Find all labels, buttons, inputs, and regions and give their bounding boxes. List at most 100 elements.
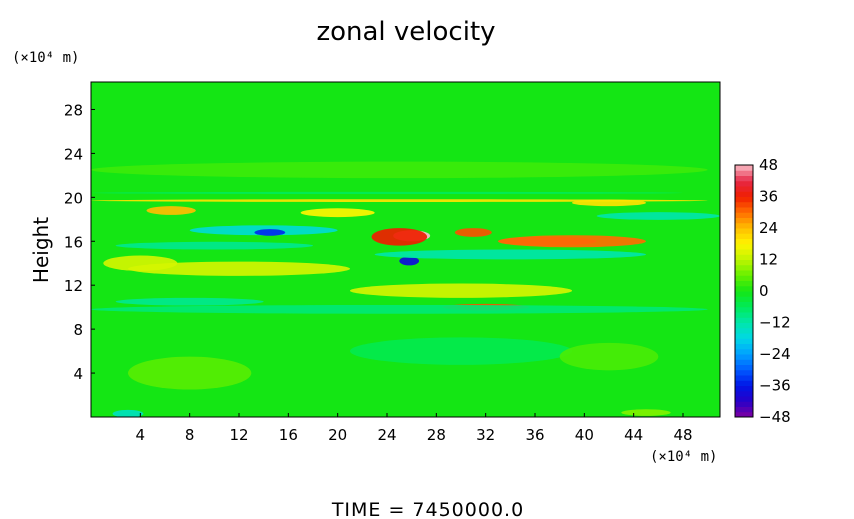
colorbar-swatch [735, 375, 753, 381]
colorbar-swatch [735, 296, 753, 302]
colorbar-tick-label: −24 [759, 345, 791, 363]
colorbar-swatch [735, 264, 753, 271]
x-tick-label: 24 [377, 426, 396, 444]
heatmap-feature [146, 206, 196, 215]
heatmap-feature [91, 161, 708, 179]
y-unit-label: (×10⁴ m) [12, 50, 79, 66]
colorbar-swatch [735, 343, 753, 350]
heatmap-feature [350, 283, 572, 298]
colorbar-swatch [735, 285, 753, 292]
x-tick-label: 40 [575, 426, 594, 444]
time-label: TIME = 7450000.0 [331, 499, 524, 519]
x-tick-label: 32 [476, 426, 495, 444]
colorbar-swatch [735, 291, 753, 297]
colorbar-swatch [735, 196, 753, 203]
colorbar-tick-label: 36 [759, 188, 778, 206]
heatmap-feature [91, 304, 708, 314]
colorbar-swatch [735, 170, 753, 176]
colorbar-swatch [735, 259, 753, 266]
colorbar-swatch [735, 411, 753, 418]
x-tick-label: 36 [525, 426, 544, 444]
y-axis-label: Height [29, 217, 53, 283]
heatmap-feature [128, 356, 252, 390]
colorbar-swatch [735, 280, 753, 287]
heatmap-field [91, 82, 720, 418]
plot-frame [90, 81, 721, 418]
heatmap-feature [128, 261, 350, 276]
colorbar-swatch [735, 401, 753, 407]
colorbar-tick-label: 0 [759, 282, 769, 300]
colorbar-swatch [735, 228, 753, 234]
heatmap-feature [596, 212, 720, 220]
colorbar-swatch [735, 207, 753, 213]
heatmap-feature [621, 409, 671, 416]
heatmap-feature [498, 235, 646, 248]
x-tick-label: 44 [624, 426, 643, 444]
colorbar-tick-label: 24 [759, 219, 778, 237]
heatmap-feature [115, 297, 264, 306]
colorbar-swatch [735, 359, 753, 365]
colorbar-swatch [735, 270, 753, 276]
y-tick-label: 16 [64, 233, 83, 251]
colorbar-swatch [735, 191, 753, 197]
x-tick-label: 16 [279, 426, 298, 444]
colorbar-swatch [735, 222, 753, 229]
colorbar-swatch [735, 201, 753, 208]
heatmap-feature [454, 228, 492, 237]
colorbar-frame [734, 164, 754, 418]
colorbar-swatch [735, 338, 753, 344]
x-tick-label: 48 [673, 426, 692, 444]
colorbar-tick-label: 48 [759, 156, 778, 174]
colorbar-swatch [735, 348, 753, 355]
colorbar: 48 36 24 12 0 −12 −24 −36 −48 [734, 156, 791, 426]
colorbar-swatch [735, 322, 753, 329]
colorbar-tick-label: −36 [759, 377, 791, 395]
heatmap-feature [91, 191, 683, 195]
heatmap-feature [112, 409, 144, 418]
colorbar-swatch [735, 369, 753, 376]
colorbar-swatch [735, 175, 753, 182]
x-tick-label: 12 [229, 426, 248, 444]
colorbar-swatch [735, 390, 753, 397]
colorbar-swatch [735, 312, 753, 318]
y-axis: 4 8 12 16 20 24 28 [64, 101, 95, 383]
colorbar-swatch [735, 212, 753, 218]
heatmap-feature [559, 342, 659, 371]
colorbar-tick-label: −48 [759, 408, 791, 426]
colorbar-swatch [735, 233, 753, 239]
chart-title: zonal velocity [316, 17, 495, 47]
x-tick-label: 28 [427, 426, 446, 444]
heatmap-feature [399, 256, 420, 266]
colorbar-swatch [735, 396, 753, 402]
colorbar-swatch [735, 180, 753, 187]
colorbar-swatch [735, 249, 753, 255]
heatmap-feature [371, 228, 428, 246]
colorbar-swatch [735, 385, 753, 392]
x-tick-label: 8 [185, 426, 195, 444]
colorbar-swatch [735, 364, 753, 371]
colorbar-tick-label: 12 [759, 251, 778, 269]
colorbar-swatch [735, 186, 753, 192]
heatmap-feature [91, 199, 708, 202]
colorbar-swatch [735, 333, 753, 339]
colorbar-swatch [735, 317, 753, 323]
heatmap-feature [103, 255, 178, 271]
heatmap-feature [300, 208, 375, 218]
y-tick-label: 4 [73, 365, 83, 383]
colorbar-tick-label: −12 [759, 314, 791, 332]
colorbar-swatch [735, 243, 753, 250]
x-tick-label: 20 [328, 426, 347, 444]
y-tick-label: 8 [73, 321, 83, 339]
colorbar-swatch [735, 275, 753, 281]
heatmap-feature [115, 241, 314, 250]
colorbar-swatch [735, 238, 753, 245]
y-tick-label: 24 [64, 145, 83, 163]
x-unit-label: (×10⁴ m) [650, 449, 717, 465]
colorbar-swatch [735, 354, 753, 360]
colorbar-swatch [735, 217, 753, 224]
heatmap-feature [254, 229, 286, 236]
x-tick-label: 4 [136, 426, 146, 444]
colorbar-swatch [735, 380, 753, 386]
y-tick-label: 28 [64, 101, 83, 119]
